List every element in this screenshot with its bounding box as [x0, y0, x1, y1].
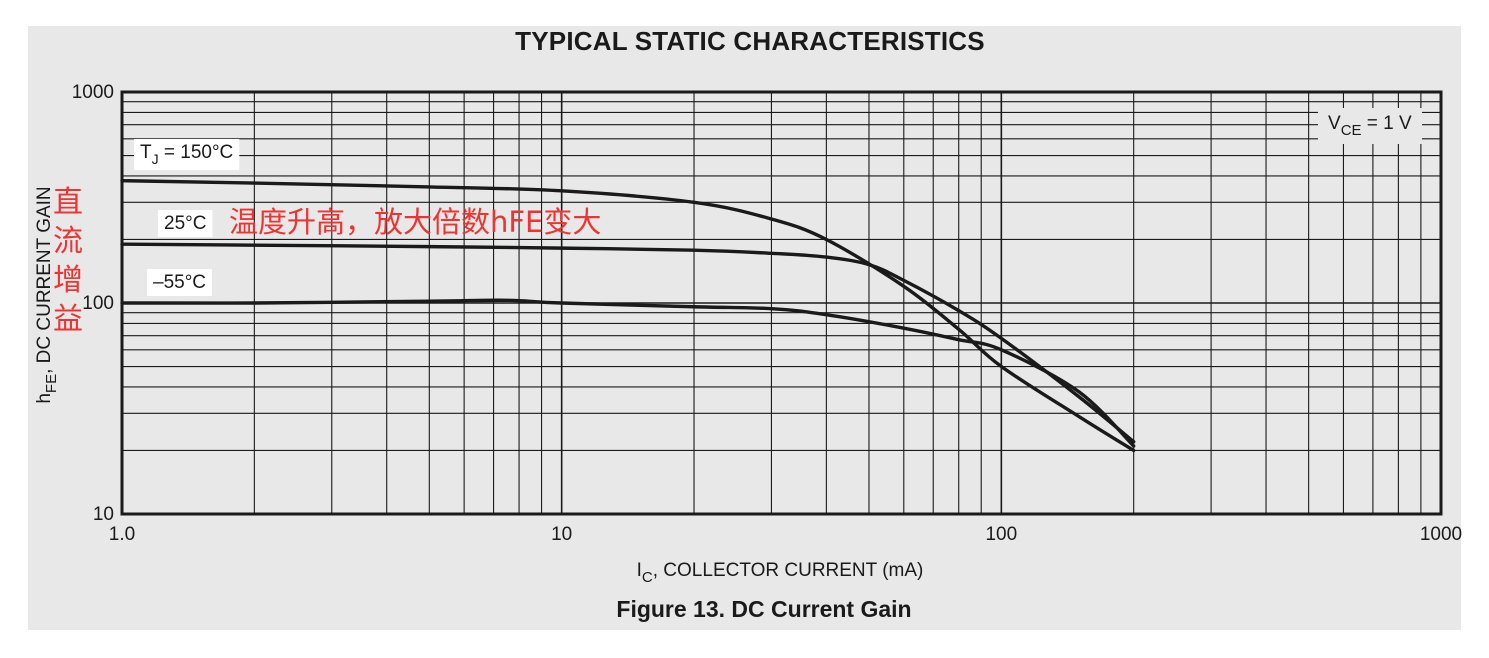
curve-label-25c: 25°C	[164, 213, 206, 234]
curve-label-bg-150	[134, 139, 240, 170]
chart-panel	[28, 26, 1461, 630]
condition-label-bg	[1318, 108, 1423, 144]
chart-title: TYPICAL STATIC CHARACTERISTICS	[515, 26, 985, 56]
x-axis-title: IC, COLLECTOR CURRENT (mA)	[637, 560, 924, 586]
y-axis-title: hFE, DC CURRENT GAIN	[34, 186, 60, 403]
series-line-2	[120, 298, 1136, 448]
condition-label: VCE = 1 V	[1328, 113, 1412, 139]
y-axis-annotation-char: 益	[53, 302, 83, 337]
y-tick-label: 10	[93, 504, 114, 525]
x-tick-label: 1000	[1420, 524, 1462, 545]
y-axis-annotation-char: 增	[53, 263, 83, 298]
x-tick-label: 10	[551, 524, 572, 545]
figure-caption: Figure 13. DC Current Gain	[616, 596, 912, 622]
curve-label-150c: TJ = 150°C	[140, 142, 233, 167]
y-tick-label: 100	[82, 293, 114, 314]
temperature-annotation: 温度升高，放大倍数hFE变大	[229, 205, 601, 239]
curve-label-bg-minus55	[147, 269, 213, 296]
x-tick-label: 1.0	[109, 524, 135, 545]
series-line-0	[120, 178, 1136, 453]
x-tick-label: 100	[985, 524, 1017, 545]
series-group	[120, 178, 1136, 453]
y-axis-annotation-char: 直	[53, 185, 83, 220]
y-axis-annotation-char: 流	[53, 224, 83, 259]
curve-label-minus55c: –55°C	[153, 272, 206, 293]
y-tick-label: 1000	[72, 82, 114, 103]
curve-label-bg-25	[158, 210, 213, 237]
series-line-1	[120, 242, 1136, 444]
